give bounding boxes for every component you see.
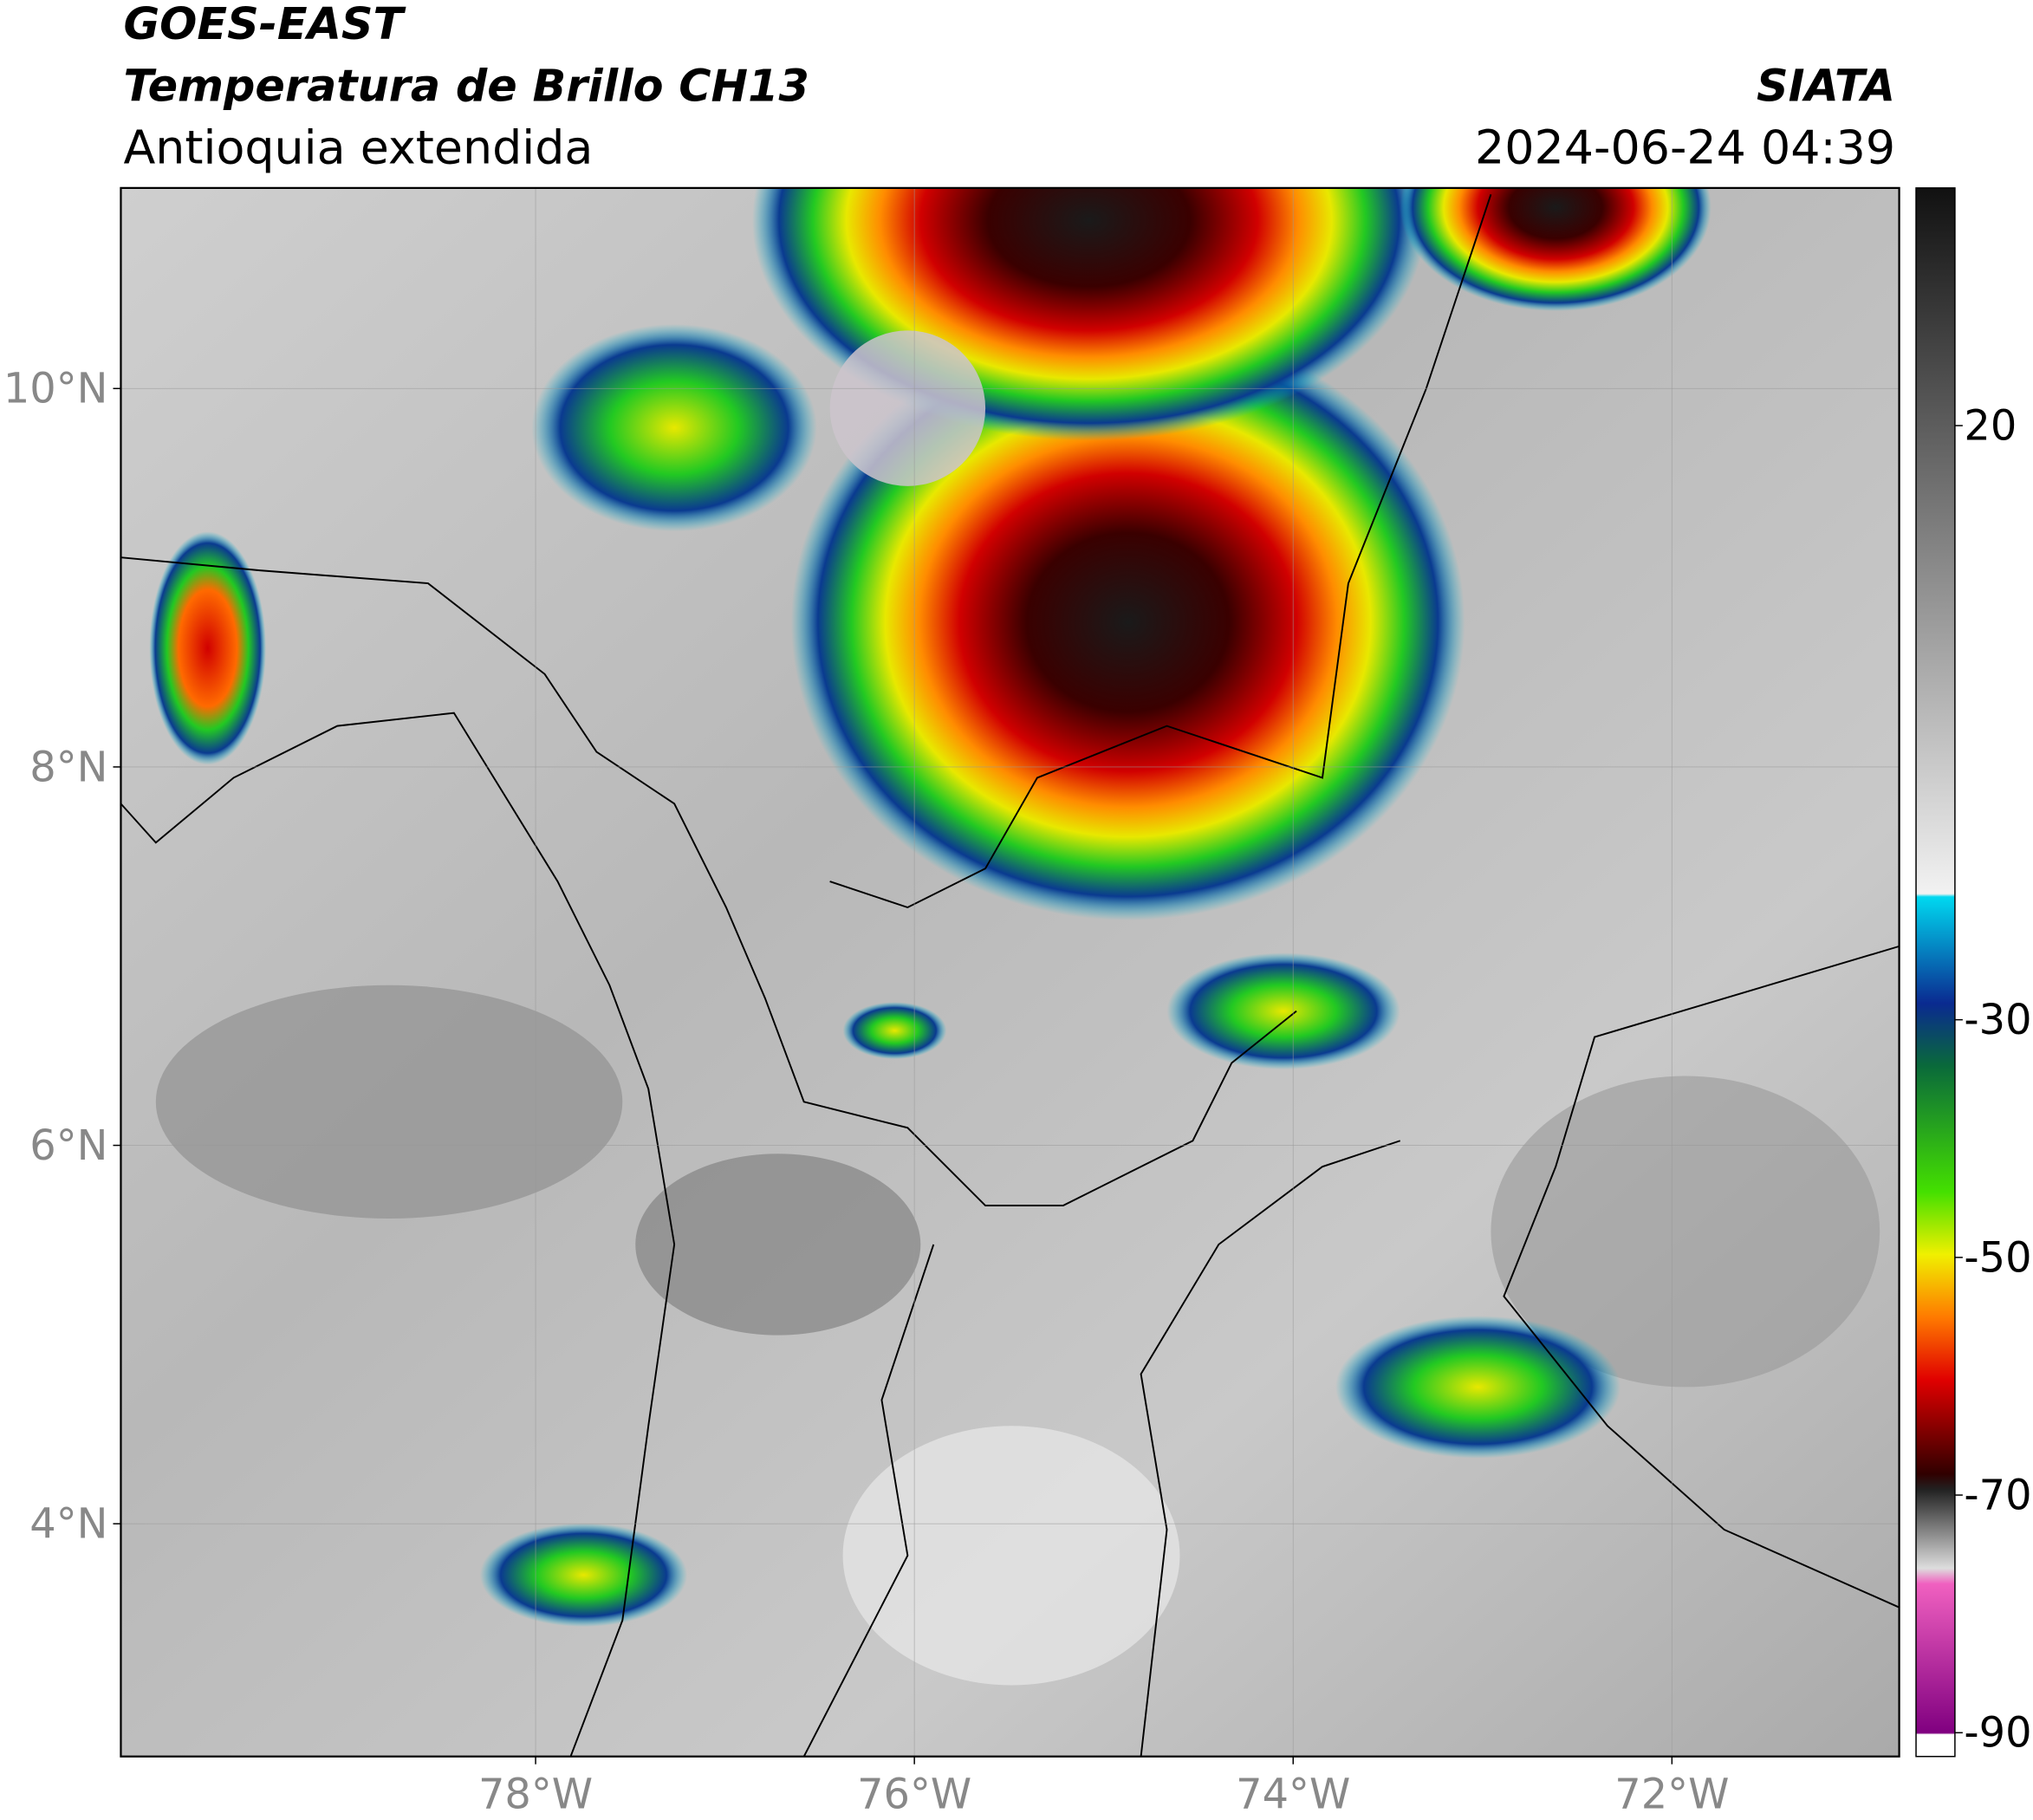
colorbar-label: 20	[1964, 403, 2017, 451]
colorbar	[1915, 187, 1956, 1758]
y-tick-label: 10°N	[3, 366, 108, 413]
colorbar-label: -90	[1964, 1710, 2031, 1758]
x-tick-label: 74°W	[1236, 1771, 1350, 1819]
subtitle: Temperatura de Brillo CH13	[123, 61, 809, 112]
timestamp: 2024-06-24 04:39	[1475, 120, 1895, 174]
map-imagery	[120, 187, 1900, 1757]
colorbar-label: -30	[1964, 997, 2031, 1044]
x-tick-label: 76°W	[857, 1771, 971, 1819]
source: SIATA	[1757, 61, 1895, 112]
x-tick-label: 78°W	[478, 1771, 593, 1819]
colorbar-label: -50	[1964, 1234, 2031, 1282]
grid	[120, 187, 1900, 1757]
y-tick-label: 4°N	[29, 1501, 107, 1549]
colorbar-label: -70	[1964, 1472, 2031, 1520]
y-tick-label: 6°N	[29, 1122, 107, 1170]
title: GOES-EAST	[123, 0, 406, 49]
map-frame	[120, 186, 1900, 1758]
region: Antioquia extendida	[123, 120, 593, 174]
y-tick-label: 8°N	[29, 744, 107, 791]
x-tick-label: 72°W	[1614, 1771, 1729, 1819]
